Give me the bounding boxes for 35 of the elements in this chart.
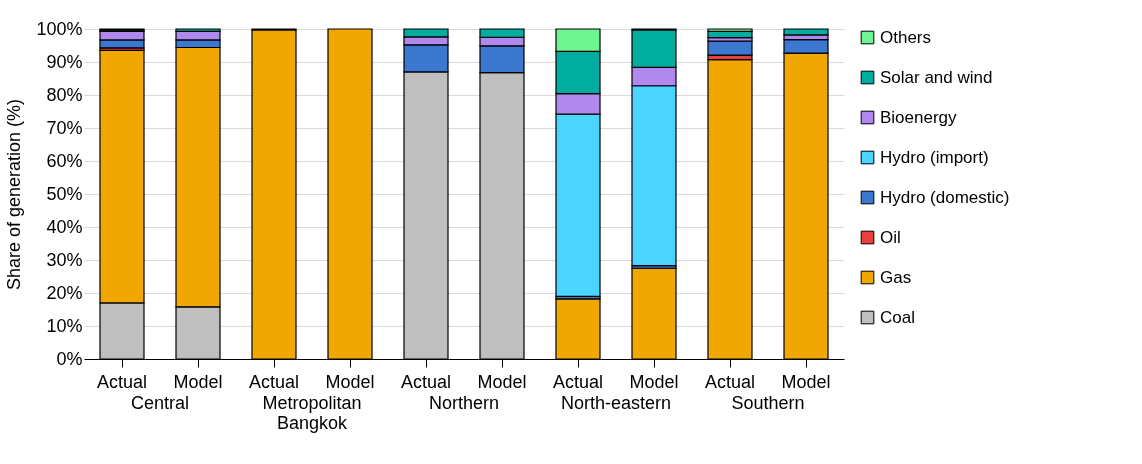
legend-label: Hydro (import): [880, 147, 989, 167]
y-tick-label: 90%: [46, 51, 83, 72]
y-tick-label: 60%: [46, 150, 83, 171]
legend-label: Gas: [880, 267, 912, 287]
text: Central: [130, 393, 190, 413]
text: Metropolitan Bangkok: [262, 393, 362, 433]
y-tick-label: 50%: [46, 183, 83, 204]
legend-label: Hydro (domestic): [880, 187, 1010, 207]
y-tick-label: 100%: [36, 18, 83, 39]
y-tick-label: 30%: [46, 249, 83, 270]
y-tick-label: 0%: [56, 348, 83, 369]
x-tick-label: Actual: [400, 371, 452, 392]
x-tick-label: Actual: [96, 371, 148, 392]
x-tick-label: Model: [173, 371, 223, 392]
x-tick-label: Model: [629, 371, 679, 392]
x-tick-label: Model: [781, 371, 831, 392]
y-tick-label: 20%: [46, 282, 83, 303]
legend-label: Bioenergy: [880, 107, 958, 127]
x-tick-label: Actual: [552, 371, 604, 392]
x-tick-label: Actual: [248, 371, 300, 392]
x-tick-label: Model: [477, 371, 527, 392]
y-tick-label: 40%: [46, 216, 83, 237]
legend-label: Solar and wind: [880, 67, 993, 87]
text: North-eastern: [560, 393, 672, 413]
legend-label: Coal: [880, 307, 915, 327]
y-tick-label: 70%: [46, 117, 83, 138]
x-tick-label: Model: [325, 371, 375, 392]
y-tick-label: 10%: [46, 315, 83, 336]
legend-label: Others: [880, 27, 932, 47]
text: Southern: [731, 393, 805, 413]
y-tick-label: 80%: [46, 84, 83, 105]
x-tick-label: Actual: [704, 371, 756, 392]
text: Northern: [428, 393, 500, 413]
y-axis-title: Share of generation (%): [4, 98, 25, 291]
legend-label: Oil: [880, 227, 901, 247]
